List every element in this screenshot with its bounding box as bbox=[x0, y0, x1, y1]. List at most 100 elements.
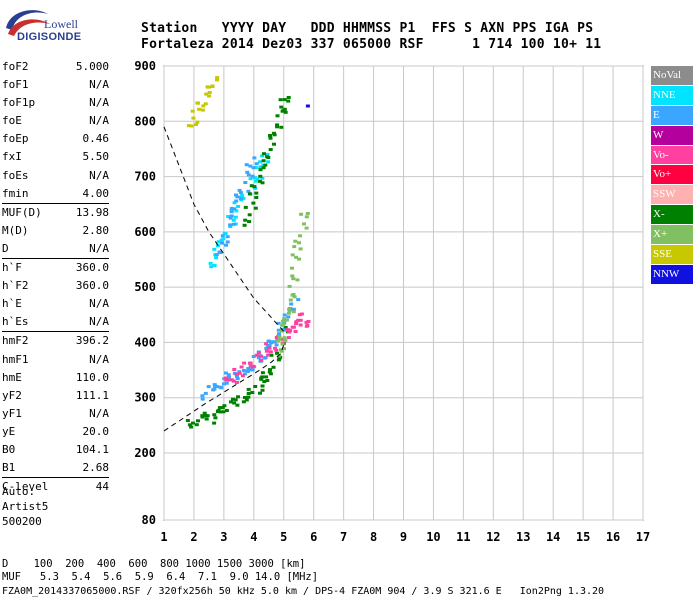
param-value: N/A bbox=[89, 315, 109, 329]
echo-trace-mark bbox=[231, 218, 236, 222]
echo-trace-mark bbox=[221, 410, 226, 414]
param-value: 20.0 bbox=[82, 424, 110, 438]
echo-trace-mark bbox=[225, 235, 230, 239]
param-row: hmE 110.0 bbox=[2, 369, 109, 387]
echo-trace-mark bbox=[236, 395, 240, 399]
echo-trace-mark bbox=[251, 355, 256, 358]
echo-trace-mark bbox=[268, 136, 273, 140]
param-name: foEp bbox=[2, 132, 29, 146]
param-row: C-level 44 bbox=[2, 477, 109, 496]
param-name: h`F bbox=[2, 261, 22, 275]
echo-trace-mark bbox=[202, 411, 207, 415]
param-row: D N/A bbox=[2, 240, 109, 258]
echo-trace-mark bbox=[294, 320, 299, 324]
echo-trace-mark bbox=[247, 213, 252, 217]
param-row: B0 104.1 bbox=[2, 441, 109, 459]
echo-trace-mark bbox=[234, 372, 239, 376]
echo-trace-mark bbox=[190, 109, 195, 113]
param-value: 111.1 bbox=[75, 388, 109, 402]
echo-trace-mark bbox=[260, 388, 265, 392]
echo-trace-mark bbox=[253, 186, 258, 190]
echo-trace-mark bbox=[226, 378, 231, 382]
echo-trace-mark bbox=[268, 368, 272, 372]
echo-trace-mark bbox=[298, 318, 303, 322]
echo-trace-mark bbox=[260, 181, 265, 185]
param-name: foEs bbox=[2, 168, 29, 182]
echo-trace-mark bbox=[252, 156, 257, 160]
echo-trace-mark bbox=[276, 328, 281, 332]
echo-trace-mark bbox=[254, 162, 259, 166]
echo-trace-mark bbox=[200, 415, 205, 419]
echo-trace-mark bbox=[245, 170, 250, 174]
echo-trace-mark bbox=[224, 376, 229, 380]
echo-trace-mark bbox=[221, 237, 226, 241]
echo-trace-mark bbox=[245, 370, 250, 373]
echo-trace-mark bbox=[261, 166, 266, 170]
echo-trace-mark bbox=[225, 240, 230, 244]
echo-trace-mark bbox=[256, 356, 261, 360]
param-value: N/A bbox=[89, 168, 109, 182]
echo-trace-mark bbox=[281, 337, 285, 341]
echo-trace-mark bbox=[272, 142, 276, 146]
param-value: 2.68 bbox=[82, 461, 110, 475]
echo-trace-mark bbox=[293, 239, 298, 243]
param-value: N/A bbox=[89, 241, 109, 255]
polarization-legend: NoVal NNE E W Vo- Vo+ SSW X- X+ SSE NNW bbox=[651, 66, 693, 285]
echo-trace-mark bbox=[248, 177, 253, 181]
echo-trace-mark bbox=[252, 185, 257, 189]
echo-trace-mark bbox=[222, 404, 227, 408]
echo-trace-mark bbox=[272, 340, 277, 344]
echo-trace-mark bbox=[264, 342, 269, 346]
echo-trace-mark bbox=[279, 329, 284, 333]
x-tick-label: 7 bbox=[340, 530, 347, 544]
echo-trace-mark bbox=[283, 110, 288, 114]
param-row: h`Es N/A bbox=[2, 313, 109, 331]
echo-trace-mark bbox=[195, 101, 200, 105]
echo-trace-mark bbox=[273, 346, 278, 350]
echo-trace-mark bbox=[237, 188, 242, 192]
echo-trace-mark bbox=[283, 328, 288, 332]
echo-trace-mark bbox=[220, 234, 225, 238]
echo-trace-mark bbox=[235, 195, 240, 199]
echo-trace-mark bbox=[267, 344, 272, 347]
param-row: yF2 111.1 bbox=[2, 387, 109, 405]
param-row: foF1p N/A bbox=[2, 94, 109, 112]
echo-trace-mark bbox=[290, 274, 295, 278]
echo-trace-mark bbox=[269, 353, 274, 357]
header-labels: Station YYYY DAY DDD HHMMSS P1 FFS S AXN… bbox=[141, 21, 594, 36]
legend-item: SSW bbox=[651, 185, 693, 205]
echo-trace-mark bbox=[277, 335, 282, 339]
echo-trace-mark bbox=[207, 94, 212, 98]
echo-trace-mark bbox=[239, 365, 244, 369]
x-tick-label: 16 bbox=[606, 530, 620, 544]
echo-trace-mark bbox=[206, 385, 211, 389]
y-tick-label: 400 bbox=[134, 335, 156, 349]
echo-trace-mark bbox=[205, 414, 210, 418]
echo-trace-mark bbox=[189, 124, 194, 128]
echo-trace-mark bbox=[197, 107, 202, 111]
param-value: N/A bbox=[89, 352, 109, 366]
echo-trace-mark bbox=[260, 176, 265, 180]
echo-trace-mark bbox=[289, 302, 294, 306]
echo-trace-mark bbox=[294, 322, 299, 326]
echo-trace-mark bbox=[286, 336, 291, 340]
legend-item: NNE bbox=[651, 85, 693, 105]
echo-trace-mark bbox=[264, 375, 269, 379]
param-row: MUF(D) 13.98 bbox=[2, 202, 109, 222]
echo-trace-mark bbox=[266, 353, 271, 357]
autoscale-line-2: Artist5 bbox=[2, 500, 49, 513]
x-tick-label: 12 bbox=[486, 530, 500, 544]
echo-trace-mark bbox=[281, 319, 286, 323]
echo-trace-mark bbox=[233, 398, 238, 402]
echo-trace-mark bbox=[254, 353, 259, 357]
echo-trace-mark bbox=[208, 261, 213, 265]
echo-trace-mark bbox=[298, 323, 303, 327]
echo-trace-mark bbox=[251, 166, 256, 170]
param-name: foF1 bbox=[2, 78, 29, 92]
echo-trace-mark bbox=[259, 358, 263, 362]
echo-trace-mark bbox=[194, 123, 199, 126]
param-value: N/A bbox=[89, 114, 109, 128]
echo-trace-mark bbox=[255, 177, 260, 181]
param-name: fmin bbox=[2, 186, 29, 200]
logo-digisonde-text: DIGISONDE bbox=[17, 31, 82, 43]
